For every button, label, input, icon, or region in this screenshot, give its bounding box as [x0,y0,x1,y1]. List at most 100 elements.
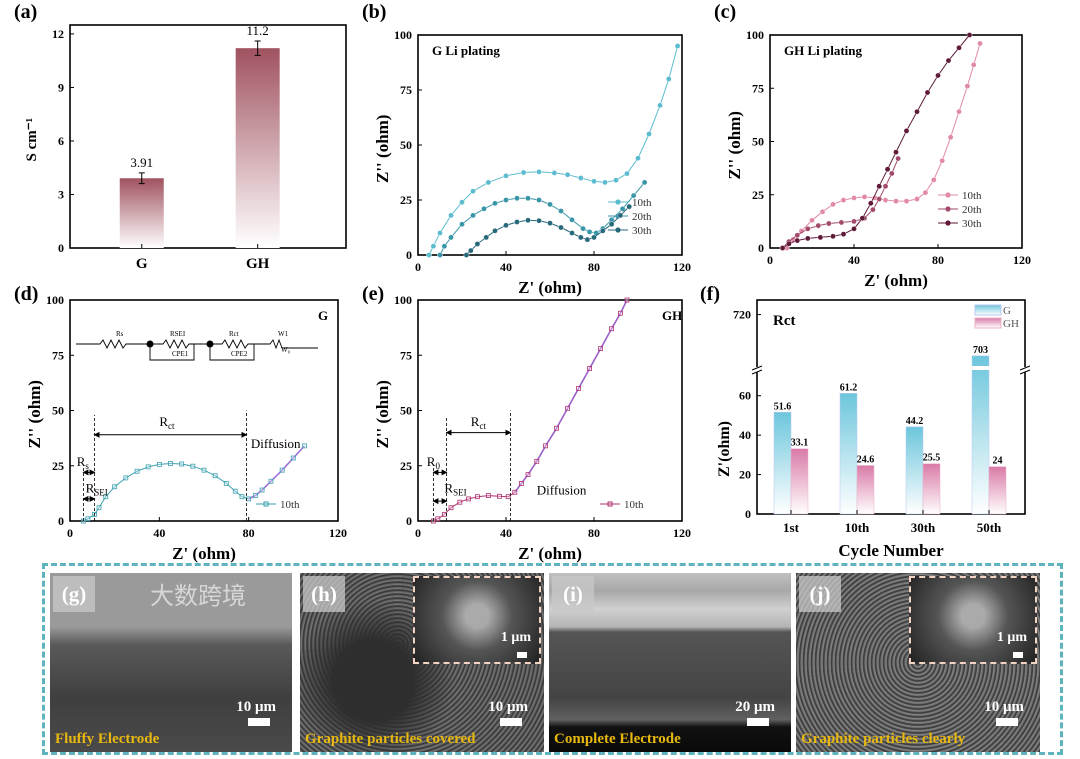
data-point [503,222,509,229]
data-point [547,201,553,208]
bar-gh-30th [922,463,941,515]
data-point [851,226,857,232]
data-point [536,169,542,175]
data-point [646,131,652,137]
data-point [935,72,941,79]
label-main: R [427,454,436,469]
data-point [578,175,584,181]
data-point [861,194,868,200]
legend-swatch-gh [974,317,1002,329]
equivalent-circuit: Rs RSEI CPE1 Rct CPE2 W1 W₀ [76,330,318,361]
y-tick-label: 50 [52,404,64,418]
data-point [809,217,815,224]
data-point [922,189,929,196]
legend-marker [607,501,613,507]
chart-title: GH [662,308,682,323]
x-tick-label: 80 [932,253,944,267]
data-point [882,197,889,203]
data-point [931,177,937,183]
legend-marker [615,199,621,205]
data-point [551,170,558,176]
data-point [239,494,245,500]
data-point [893,198,899,204]
data-point [956,108,962,115]
y-tick-label: 0 [406,514,412,528]
y-tick-label: 12 [52,27,64,41]
y-tick-label: 100 [394,28,412,42]
series-line-10th [428,45,679,256]
data-point [520,169,527,176]
data-point [666,76,672,82]
y-tick-label: 0 [406,248,412,262]
data-point [459,199,465,205]
data-point [805,226,811,232]
data-point [876,183,883,190]
label-sub: ct [168,421,175,431]
data-label: 44.2 [906,416,924,427]
data-point [893,149,899,155]
circuit-element-label: CPE1 [172,350,189,358]
data-point [246,496,252,502]
y-tick-label: 75 [752,81,764,95]
data-point [103,494,109,500]
data-point [302,443,307,449]
x-tick-label: GH [246,256,270,272]
label-sub: s [85,461,89,471]
data-point [914,196,920,202]
image-caption: Fluffy Electrode [55,731,160,747]
panel-label: (h) [303,576,345,612]
y-tick-label: 25 [52,459,64,473]
data-point [212,473,218,479]
y-tick-label: 25 [400,459,412,473]
legend-label: 30th [632,225,652,237]
data-point [503,197,509,203]
x-tick-label: 1st [783,520,800,535]
x-tick-label: 120 [1013,253,1031,267]
data-point [830,201,836,208]
x-axis-label: Z' (ohm) [172,544,236,563]
data-point [578,234,584,241]
chart-title: GH Li plating [784,43,863,58]
data-point [547,220,553,226]
y-axis-label: Z'' (ohm) [725,111,744,179]
data-point [630,192,637,199]
scale-label: 10 μm [236,699,276,715]
legend-label: 10th [280,499,300,511]
sem-image-j: (j) 1 μm 10 μm Graphite particles clearly [796,573,1040,752]
data-point [558,208,564,214]
data-point [525,472,531,477]
y-tick-label: 0 [745,507,751,521]
data-point [463,252,470,258]
data-point [514,219,520,225]
data-point [674,43,681,49]
inset-scale-bar [517,652,527,658]
label-main: R [444,480,453,495]
y-tick-label: 50 [752,135,764,149]
data-point [618,310,623,316]
plot-frame [69,299,339,522]
y-tick-label: 720 [733,308,751,322]
legend-label: 30th [962,218,982,230]
data-point [626,203,633,210]
data-point [519,481,524,486]
data-point [576,385,581,391]
data-point [252,493,258,498]
x-tick-label: 120 [329,526,347,540]
data-point [441,511,447,517]
data-point [485,493,491,498]
data-point [945,57,952,64]
y-tick-label: 75 [400,348,412,362]
circuit-element-label: Rs [116,330,124,338]
data-point [134,468,140,474]
data-point [964,83,971,89]
x-tick-label: 0 [415,260,421,274]
data-point [586,229,593,235]
data-point [956,44,962,51]
data-point [851,195,857,201]
y-tick-label: 75 [400,83,412,97]
data-point [591,178,597,185]
legend-marker [615,227,621,233]
data-point [794,232,801,239]
data-point [483,234,490,241]
data-point [868,200,874,207]
